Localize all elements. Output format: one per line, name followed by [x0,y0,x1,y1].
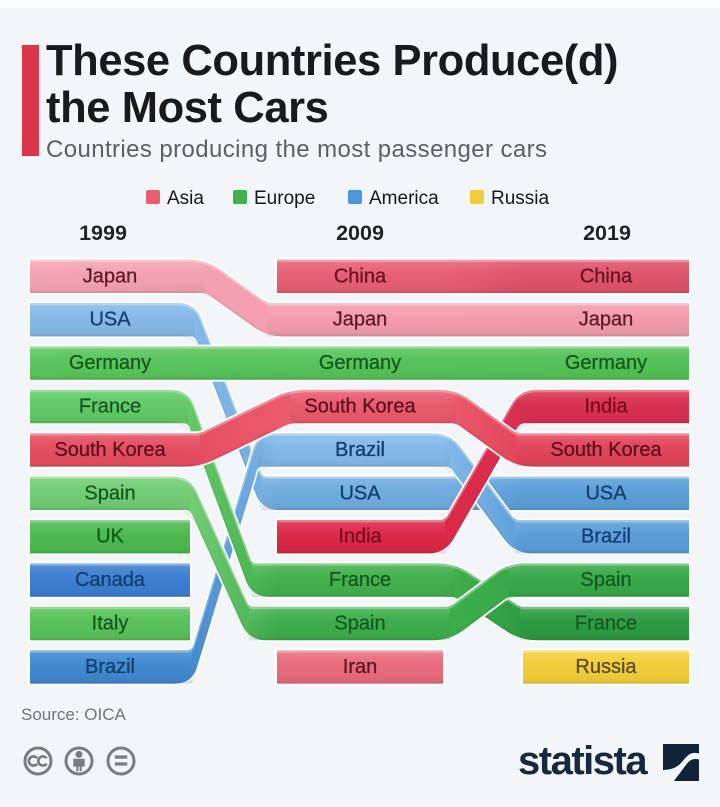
svg-text:USA: USA [585,482,627,504]
svg-text:Japan: Japan [333,309,388,331]
svg-text:Russia: Russia [575,656,637,678]
svg-text:China: China [334,265,387,287]
svg-text:Countries producing the most p: Countries producing the most passenger c… [46,136,547,163]
svg-text:South Korea: South Korea [54,439,166,461]
svg-text:Europe: Europe [254,188,315,209]
svg-text:Spain: Spain [84,482,135,504]
svg-text:Germany: Germany [565,352,647,374]
svg-text:France: France [575,613,637,635]
svg-text:India: India [338,526,382,548]
svg-text:Japan: Japan [579,309,634,331]
svg-text:UK: UK [96,526,124,548]
svg-text:statista: statista [518,739,648,783]
svg-text:Brazil: Brazil [85,656,135,678]
svg-text:Brazil: Brazil [335,439,385,461]
svg-text:Asia: Asia [167,188,204,209]
svg-text:2009: 2009 [336,221,384,245]
svg-text:Iran: Iran [343,656,377,678]
svg-text:These Countries Produce(d): These Countries Produce(d) [46,37,618,85]
svg-text:1999: 1999 [79,221,127,245]
svg-text:South Korea: South Korea [550,439,662,461]
svg-text:Source: OICA: Source: OICA [21,705,127,724]
svg-text:France: France [329,569,391,591]
svg-text:Germany: Germany [319,352,401,374]
svg-text:America: America [369,188,439,209]
svg-text:China: China [580,265,633,287]
svg-text:the Most Cars: the Most Cars [46,84,328,132]
svg-text:Germany: Germany [69,352,151,374]
svg-text:USA: USA [339,482,381,504]
svg-text:Spain: Spain [334,613,385,635]
svg-text:South Korea: South Korea [304,396,416,418]
svg-text:Japan: Japan [83,265,138,287]
svg-text:India: India [584,396,628,418]
svg-text:2019: 2019 [583,221,631,245]
svg-text:Canada: Canada [75,569,146,591]
svg-text:USA: USA [89,309,131,331]
svg-text:Russia: Russia [491,188,550,209]
svg-text:Spain: Spain [580,569,631,591]
svg-text:Italy: Italy [92,613,129,635]
svg-text:Brazil: Brazil [581,526,631,548]
svg-text:France: France [79,396,141,418]
